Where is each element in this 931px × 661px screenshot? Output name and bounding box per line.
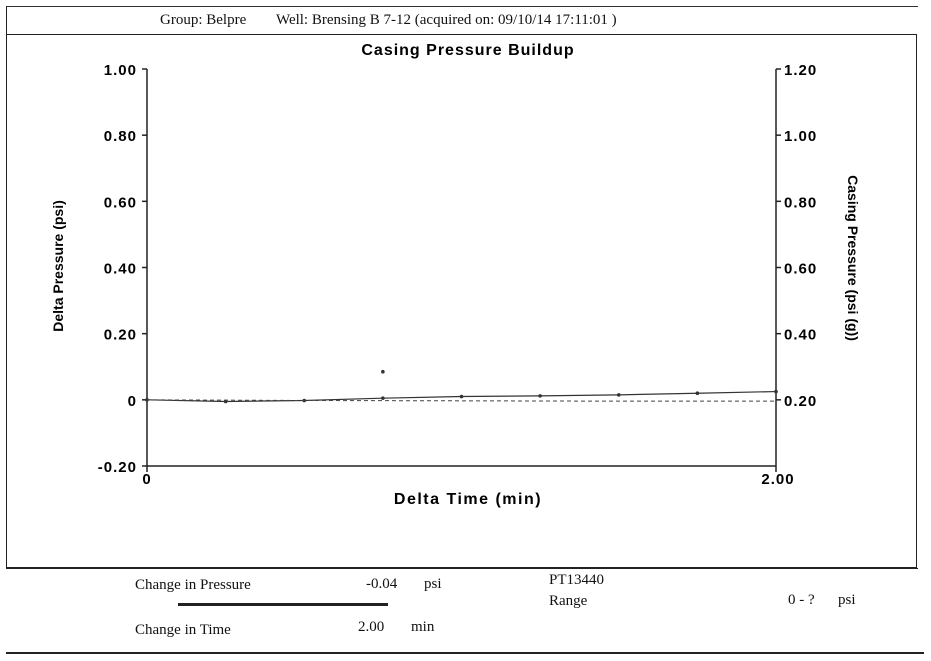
y2-tick-label: 0.40 bbox=[784, 327, 817, 344]
y-tick-label: 0.60 bbox=[104, 194, 137, 211]
x-axis-label: Delta Time (min) bbox=[394, 491, 542, 508]
series-delta-pressure-point bbox=[616, 393, 621, 397]
series-delta-pressure-point bbox=[774, 389, 778, 394]
change-time-label: Change in Time bbox=[135, 622, 231, 638]
group-label: Group: Belpre bbox=[160, 12, 247, 28]
plot-marks bbox=[145, 369, 778, 404]
range-label: Range bbox=[549, 593, 588, 609]
x-tick-label: 0 bbox=[142, 471, 151, 488]
bottom-border bbox=[6, 652, 924, 654]
y2-tick-label: 0.60 bbox=[784, 261, 817, 278]
header: Group: Belpre Well: Brensing B 7-12 (acq… bbox=[160, 12, 617, 29]
x-tick-label: 2.00 bbox=[761, 471, 794, 488]
y-axis-label: Delta Pressure (psi) bbox=[50, 200, 66, 332]
series-delta-pressure-point bbox=[538, 394, 542, 398]
separator bbox=[6, 568, 918, 569]
frame-left bbox=[6, 6, 7, 568]
y2-tick-label: 1.20 bbox=[784, 62, 817, 79]
series-delta-pressure-point bbox=[459, 394, 464, 399]
series-delta-pressure-point bbox=[695, 391, 700, 396]
change-pressure-value: -0.04 bbox=[366, 576, 398, 592]
change-pressure-label: Change in Pressure bbox=[135, 577, 251, 593]
chart-title: Casing Pressure Buildup bbox=[361, 42, 574, 59]
y-tick-label: 0.80 bbox=[104, 128, 137, 145]
y-tick-label: 1.00 bbox=[104, 62, 137, 79]
scatter-point bbox=[381, 369, 385, 374]
series-delta-pressure-point bbox=[381, 396, 385, 400]
frame-top bbox=[6, 6, 918, 7]
range-value: 0 - ? bbox=[788, 592, 815, 608]
plot-frame bbox=[6, 34, 917, 568]
y2-tick-label: 1.00 bbox=[784, 128, 817, 145]
change-pressure-unit: psi bbox=[424, 576, 442, 592]
y-tick-label: 0.40 bbox=[104, 261, 137, 278]
y-tick-label: 0.20 bbox=[104, 327, 137, 344]
y-tick-label: 0 bbox=[128, 393, 137, 410]
well-label: Well: Brensing B 7-12 (acquired on: 09/1… bbox=[275, 12, 617, 28]
change-time-value: 2.00 bbox=[358, 619, 385, 635]
sensor-id: PT13440 bbox=[549, 572, 605, 588]
pressure-legend-line bbox=[178, 603, 388, 606]
y-tick-label: -0.20 bbox=[98, 459, 137, 476]
y2-tick-label: 0.20 bbox=[784, 393, 817, 410]
range-unit: psi bbox=[838, 592, 856, 608]
y2-tick-label: 0.80 bbox=[784, 194, 817, 211]
y2-axis-label: Casing Pressure (psi (g)) bbox=[845, 175, 861, 341]
change-time-unit: min bbox=[411, 619, 435, 635]
axes: 1.00 0.80 0.60 0.40 0.20 0 -0.20 1.20 1.00 0.80 0.… bbox=[98, 62, 817, 488]
